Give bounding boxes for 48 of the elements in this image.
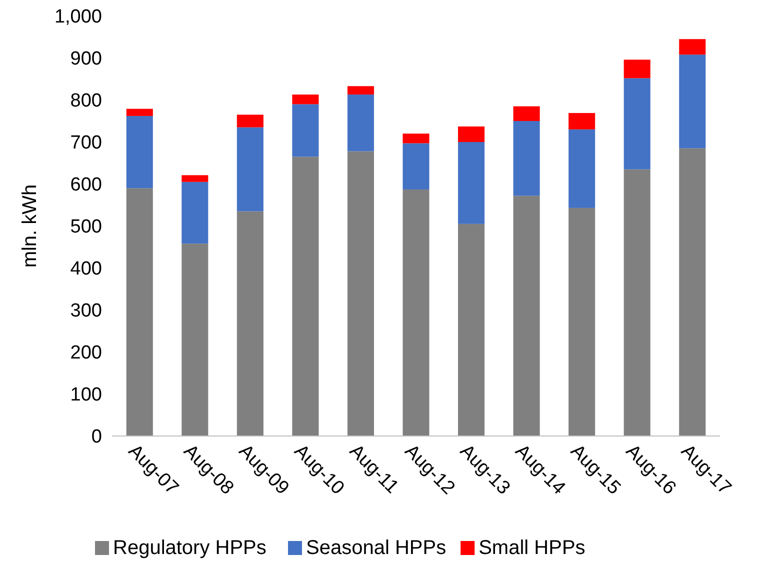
- y-tick-label: 600: [70, 174, 102, 196]
- legend-label: Regulatory HPPs: [113, 537, 266, 559]
- bar: [624, 60, 650, 78]
- y-tick-label: 700: [70, 132, 102, 154]
- bar: [126, 116, 153, 188]
- bar: [126, 108, 153, 116]
- y-tick-label: 1,000: [54, 6, 102, 28]
- bar: [513, 106, 540, 121]
- bar: [458, 224, 485, 436]
- y-tick-label: 100: [70, 384, 102, 406]
- y-tick-label: 200: [70, 342, 102, 364]
- bar: [126, 188, 153, 436]
- bar: [568, 129, 596, 208]
- bar: [347, 151, 374, 436]
- y-tick-label: 0: [91, 426, 102, 448]
- legend-label: Small HPPs: [478, 537, 586, 559]
- bar: [458, 142, 485, 224]
- bar: [182, 182, 208, 244]
- bar: [402, 134, 430, 144]
- bar: [182, 244, 208, 436]
- bar: [402, 143, 430, 190]
- bar: [513, 196, 540, 436]
- bar: [347, 94, 374, 152]
- y-axis-title: mln. kWh: [19, 184, 41, 268]
- y-tick-label: 500: [70, 216, 102, 238]
- bar: [292, 94, 319, 104]
- bar: [292, 156, 319, 436]
- bar: [236, 211, 264, 436]
- bar: [458, 126, 485, 142]
- bar: [236, 127, 264, 212]
- y-tick-label: 800: [70, 90, 102, 112]
- bar: [513, 121, 540, 196]
- y-tick-label: 300: [70, 300, 102, 322]
- bar: [568, 208, 596, 436]
- bar: [624, 78, 650, 170]
- legend-label: Seasonal HPPs: [306, 537, 446, 559]
- bar: [679, 39, 706, 55]
- bar: [679, 54, 706, 148]
- bar: [568, 113, 596, 130]
- bar: [292, 104, 319, 157]
- y-tick-label: 400: [70, 258, 102, 280]
- y-tick-label: 900: [70, 48, 102, 70]
- bar: [182, 175, 208, 182]
- bar: [679, 148, 706, 436]
- bar: [624, 169, 650, 436]
- bar: [236, 114, 264, 128]
- bar: [402, 189, 430, 436]
- bar: [347, 86, 374, 95]
